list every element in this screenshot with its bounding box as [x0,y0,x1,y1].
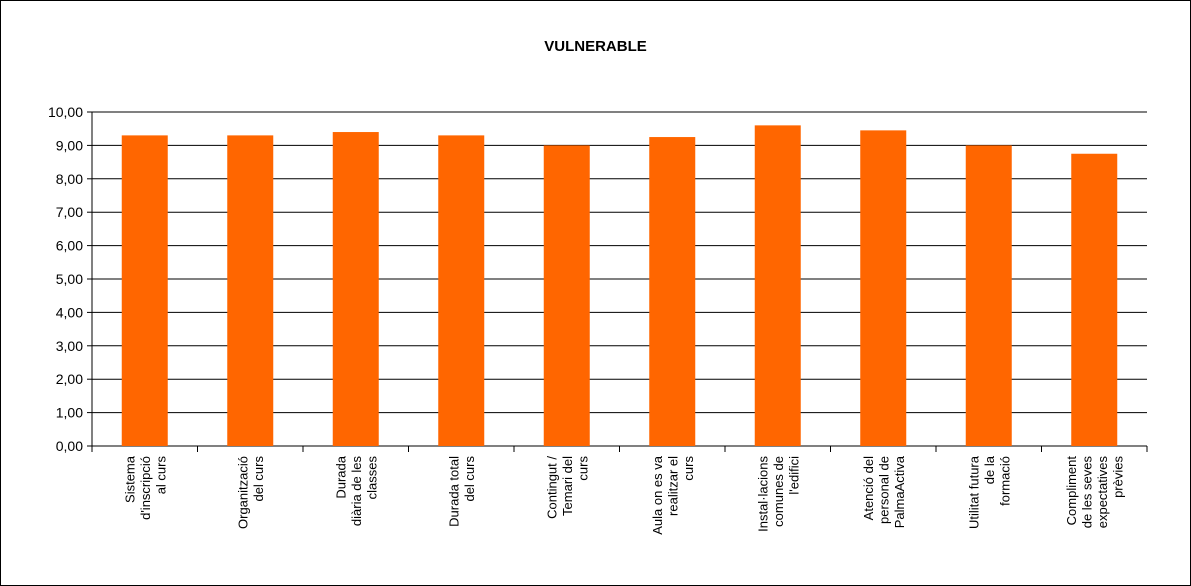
bar [1071,153,1118,446]
x-tick-label: Compliment [1064,456,1079,526]
x-tick-label: Instal·lacions [755,456,770,532]
y-tick-label: 9,00 [56,137,83,153]
x-tick-label: al curs [153,456,168,495]
x-tick-label: Atenció del [861,456,876,520]
x-tick-label: Durada [333,455,348,498]
x-tick-label: expectatives [1095,456,1110,529]
x-tick-label: Durada total [447,456,462,527]
y-tick-label: 1,00 [56,405,83,421]
x-tick-label: del curs [251,456,266,502]
x-tick-label: classes [364,456,379,500]
x-tick-label: Temari del [560,456,575,516]
bar [965,145,1012,446]
x-tick-label: Sistema [122,455,137,503]
bar [860,130,907,446]
x-tick-label: personal de [876,456,891,524]
y-tick-label: 6,00 [56,238,83,254]
x-tick-label: formació [997,456,1012,506]
bar [543,145,590,446]
y-tick-label: 8,00 [56,171,83,187]
x-tick-label: Aula on es va [650,455,665,535]
x-tick-label: de les seves [1080,456,1095,529]
y-tick-label: 0,00 [56,438,83,454]
x-tick-label: Organització [236,456,251,529]
bar [332,132,379,447]
x-tick-label: de la [982,455,997,484]
x-tick-label: Contingut / [544,456,559,519]
x-tick-label: realitzar el [665,456,680,516]
y-tick-label: 4,00 [56,304,83,320]
y-tick-label: 5,00 [56,271,83,287]
bar [649,137,696,447]
x-tick-label: del curs [462,456,477,502]
y-tick-label: 3,00 [56,338,83,354]
x-tick-label: comunes de [771,456,786,527]
chart-title: VULNERABLE [544,38,647,55]
x-tick-label: curs [681,456,696,481]
x-tick-label: prèvies [1111,456,1126,498]
y-tick-label: 7,00 [56,204,83,220]
x-tick-label: curs [575,456,590,481]
x-tick-label: l'edifici [786,456,801,495]
bar [121,135,168,446]
bar [438,135,485,446]
y-tick-label: 2,00 [56,371,83,387]
x-tick-label: diària de les [349,456,364,527]
y-tick-label: 10,00 [48,104,83,120]
x-tick-label: d'inscripció [138,456,153,520]
bar [754,125,801,447]
x-tick-label: Utilitat futura [966,455,981,529]
bar [227,135,274,446]
x-tick-label: PalmaActiva [892,455,907,528]
